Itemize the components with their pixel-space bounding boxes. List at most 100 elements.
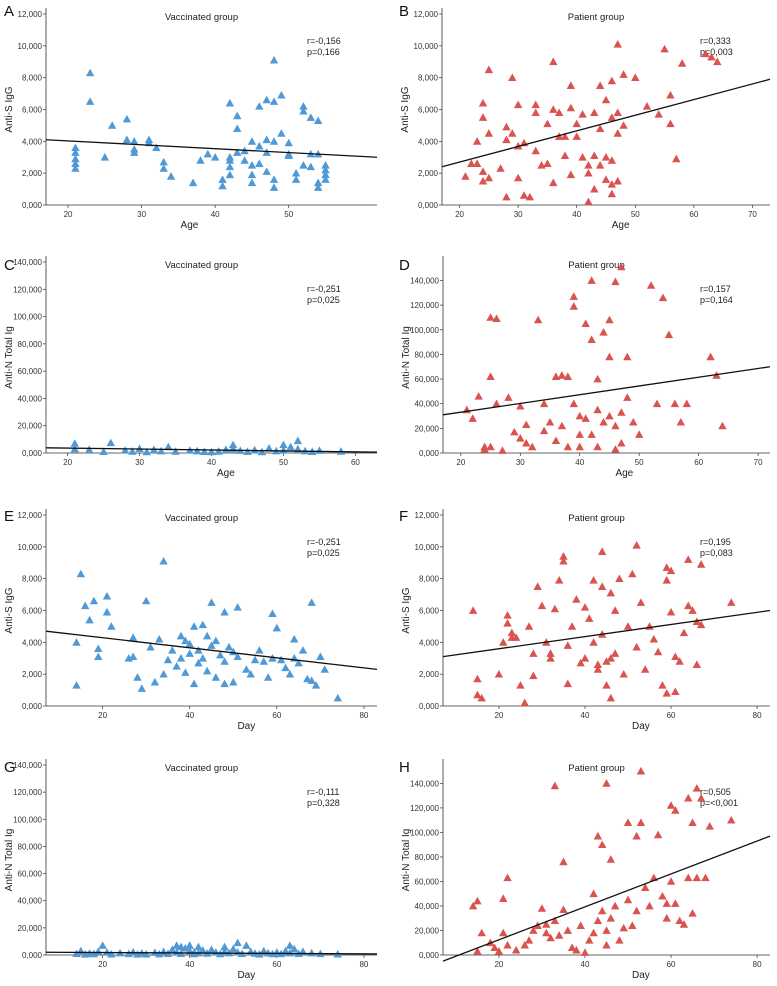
- regression-line: [442, 609, 771, 658]
- stat-p: p=0,166: [307, 47, 340, 57]
- data-point: [606, 588, 616, 597]
- data-point: [291, 168, 301, 177]
- regression-line: [441, 78, 771, 168]
- data-point: [580, 654, 590, 662]
- data-points: [72, 938, 343, 958]
- x-tick-label: 80: [359, 711, 368, 720]
- data-point: [662, 576, 671, 584]
- data-point: [587, 276, 596, 284]
- data-point: [602, 926, 611, 934]
- data-point: [615, 574, 624, 583]
- data-point: [677, 59, 687, 67]
- data-point: [225, 98, 235, 107]
- data-point: [176, 631, 186, 640]
- data-point: [559, 905, 568, 914]
- x-tick-label: 60: [351, 458, 360, 467]
- x-tick-label: 50: [279, 458, 288, 467]
- data-point: [196, 156, 205, 164]
- data-points: [468, 766, 736, 956]
- x-axis-label: Age: [181, 220, 199, 231]
- data-point: [102, 948, 112, 956]
- data-point: [72, 681, 81, 689]
- y-tick-label: 2,000: [22, 670, 43, 679]
- data-point: [503, 873, 512, 882]
- data-point: [269, 97, 279, 105]
- panel-letter: A: [4, 3, 14, 20]
- data-point: [486, 442, 495, 451]
- data-point: [202, 631, 212, 640]
- data-point: [658, 293, 668, 302]
- data-point: [192, 446, 202, 455]
- data-point: [122, 114, 132, 123]
- y-tick-label: 4,000: [22, 137, 43, 146]
- y-tick-label: 80,000: [415, 350, 440, 359]
- data-point: [632, 831, 641, 840]
- data-point: [550, 916, 560, 925]
- data-point: [542, 920, 551, 928]
- panel-title: Vaccinated group: [165, 513, 238, 524]
- data-point: [159, 157, 168, 166]
- data-point: [529, 926, 538, 934]
- data-point: [313, 178, 323, 187]
- x-tick-label: 60: [694, 458, 703, 467]
- data-point: [597, 906, 607, 915]
- data-point: [692, 784, 702, 792]
- data-point: [250, 655, 260, 664]
- data-point: [563, 641, 572, 649]
- data-point: [120, 446, 130, 454]
- data-point: [713, 57, 722, 66]
- data-point: [602, 657, 611, 665]
- data-point: [563, 442, 573, 451]
- data-point: [255, 159, 264, 167]
- data-point: [242, 941, 251, 949]
- data-point: [71, 148, 80, 156]
- data-point: [313, 116, 323, 125]
- x-axis-label: Day: [237, 970, 255, 981]
- data-point: [559, 857, 568, 866]
- panel-letter: E: [4, 508, 14, 525]
- y-tick-label: 0,000: [22, 951, 43, 960]
- data-point: [159, 164, 168, 172]
- x-tick-label: 40: [185, 711, 194, 720]
- panel-a: A Vaccinated group 0,000 2,000 4,000 6,000 8,0…: [4, 3, 378, 231]
- stat-p: p=0,003: [700, 47, 733, 57]
- data-point: [107, 949, 116, 958]
- data-point: [185, 649, 194, 657]
- data-point: [696, 793, 706, 802]
- data-point: [229, 677, 238, 686]
- data-point: [307, 676, 316, 684]
- data-point: [567, 943, 577, 952]
- data-point: [108, 121, 117, 129]
- x-tick-label: 50: [284, 210, 293, 219]
- data-point: [233, 111, 242, 120]
- data-point: [498, 446, 507, 454]
- data-point: [478, 176, 488, 185]
- data-point: [225, 170, 235, 179]
- y-tick-label: 20,000: [415, 424, 440, 433]
- data-point: [546, 654, 555, 662]
- data-point: [163, 655, 173, 664]
- data-point: [128, 947, 138, 956]
- data-point: [198, 654, 207, 662]
- data-point: [550, 781, 560, 790]
- data-point: [207, 598, 216, 606]
- data-point: [502, 135, 511, 144]
- data-point: [602, 779, 611, 787]
- data-point: [688, 818, 697, 826]
- data-point: [71, 159, 80, 167]
- data-point: [299, 161, 308, 169]
- data-point: [560, 151, 570, 160]
- data-point: [240, 156, 249, 164]
- data-point: [595, 161, 605, 169]
- data-point: [658, 681, 667, 689]
- y-axis-label: Anti-N Total Ig: [4, 326, 15, 389]
- data-point: [220, 607, 229, 616]
- data-point: [566, 81, 576, 89]
- data-point: [155, 634, 164, 643]
- data-point: [601, 175, 611, 183]
- x-tick-label: 20: [456, 458, 465, 467]
- data-point: [480, 445, 489, 453]
- data-point: [279, 440, 288, 449]
- data-point: [492, 399, 501, 408]
- data-point: [203, 149, 213, 158]
